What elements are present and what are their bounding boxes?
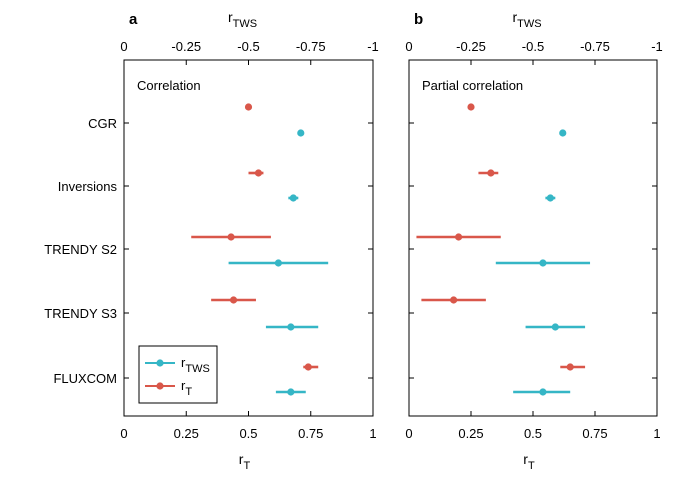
marker-r-t bbox=[566, 363, 574, 371]
bottom-tick-label: 0.25 bbox=[174, 426, 199, 441]
bottom-tick-label: 0.5 bbox=[524, 426, 542, 441]
bottom-tick-label: 0.75 bbox=[298, 426, 323, 441]
marker-r-tws bbox=[546, 194, 554, 202]
bottom-axis-title: rT bbox=[523, 451, 535, 472]
bottom-tick-label: 1 bbox=[369, 426, 376, 441]
top-axis-title: rTWS bbox=[228, 9, 257, 30]
marker-r-t bbox=[254, 169, 263, 177]
bottom-axis-title-subscript: T bbox=[528, 460, 535, 472]
legend-swatch-marker-r-t bbox=[156, 382, 164, 390]
marker-r-tws bbox=[551, 323, 559, 331]
marker-r-tws bbox=[274, 259, 282, 267]
bottom-tick-label: 0.5 bbox=[239, 426, 257, 441]
marker-r-tws bbox=[289, 194, 297, 202]
panel-letter: b bbox=[414, 11, 423, 28]
marker-r-t bbox=[467, 103, 475, 111]
legend-swatch-marker-r-tws bbox=[156, 359, 164, 367]
top-tick-label: -1 bbox=[651, 39, 663, 54]
bottom-axis-title-subscript: T bbox=[243, 460, 250, 472]
category-label: TRENDY S2 bbox=[44, 242, 117, 257]
legend-label-r-t: rT bbox=[181, 378, 192, 398]
marker-r-t bbox=[244, 103, 253, 111]
marker-r-tws bbox=[287, 388, 295, 396]
top-axis-title-main: r bbox=[512, 9, 517, 25]
top-axis-title: rTWS bbox=[512, 9, 541, 30]
top-tick-label: 0 bbox=[405, 39, 412, 54]
marker-r-t bbox=[227, 233, 235, 241]
category-label: Inversions bbox=[58, 179, 118, 194]
bottom-axis-title-main: r bbox=[523, 451, 528, 467]
category-label: CGR bbox=[88, 116, 117, 131]
top-axis-title-subscript: TWS bbox=[233, 18, 257, 30]
top-tick-label: -0.75 bbox=[580, 39, 610, 54]
top-tick-label: -0.25 bbox=[171, 39, 201, 54]
panel-a: a Correlation 0 0 0.25 -0.25 0.5 -0.5 0.75 -0.75 1… bbox=[44, 9, 379, 472]
bottom-tick-label: 0 bbox=[405, 426, 412, 441]
marker-r-tws bbox=[539, 388, 547, 396]
marker-r-tws bbox=[559, 129, 567, 137]
bottom-tick-label: 0.75 bbox=[582, 426, 607, 441]
bottom-tick-label: 1 bbox=[653, 426, 660, 441]
panel-letter: a bbox=[129, 11, 138, 28]
panel-title: Correlation bbox=[137, 78, 201, 93]
marker-r-t bbox=[304, 363, 312, 371]
top-tick-label: -0.5 bbox=[237, 39, 259, 54]
category-label: FLUXCOM bbox=[53, 371, 117, 386]
legend-label-r-t-subscript: T bbox=[185, 386, 192, 398]
marker-r-t bbox=[450, 296, 458, 304]
marker-r-t bbox=[455, 233, 463, 241]
top-tick-label: -0.25 bbox=[456, 39, 486, 54]
top-tick-label: -1 bbox=[367, 39, 379, 54]
category-label: TRENDY S3 bbox=[44, 306, 117, 321]
top-axis-title-subscript: TWS bbox=[517, 18, 541, 30]
bottom-axis-title-main: r bbox=[239, 451, 244, 467]
bottom-tick-label: 0.25 bbox=[458, 426, 483, 441]
marker-r-tws bbox=[297, 129, 305, 137]
legend-box bbox=[138, 345, 218, 404]
top-tick-label: 0 bbox=[120, 39, 127, 54]
top-tick-label: -0.5 bbox=[522, 39, 544, 54]
marker-r-tws bbox=[539, 259, 547, 267]
panel-b: b Partial correlation 0 0 0.25 -0.25 0.5 -0.5 0.… bbox=[405, 9, 662, 472]
marker-r-t bbox=[229, 296, 238, 304]
legend-label-r-tws-main: r bbox=[181, 355, 186, 370]
legend-label-r-tws: rTWS bbox=[181, 355, 210, 375]
top-axis-title-main: r bbox=[228, 9, 233, 25]
bottom-axis-title: rT bbox=[239, 451, 251, 472]
marker-r-tws bbox=[287, 323, 295, 331]
top-tick-label: -0.75 bbox=[296, 39, 326, 54]
marker-r-t bbox=[487, 169, 495, 177]
bottom-tick-label: 0 bbox=[120, 426, 127, 441]
panel-title: Partial correlation bbox=[422, 78, 523, 93]
legend-label-r-t-main: r bbox=[181, 378, 186, 393]
legend-label-r-tws-subscript: TWS bbox=[185, 363, 209, 375]
